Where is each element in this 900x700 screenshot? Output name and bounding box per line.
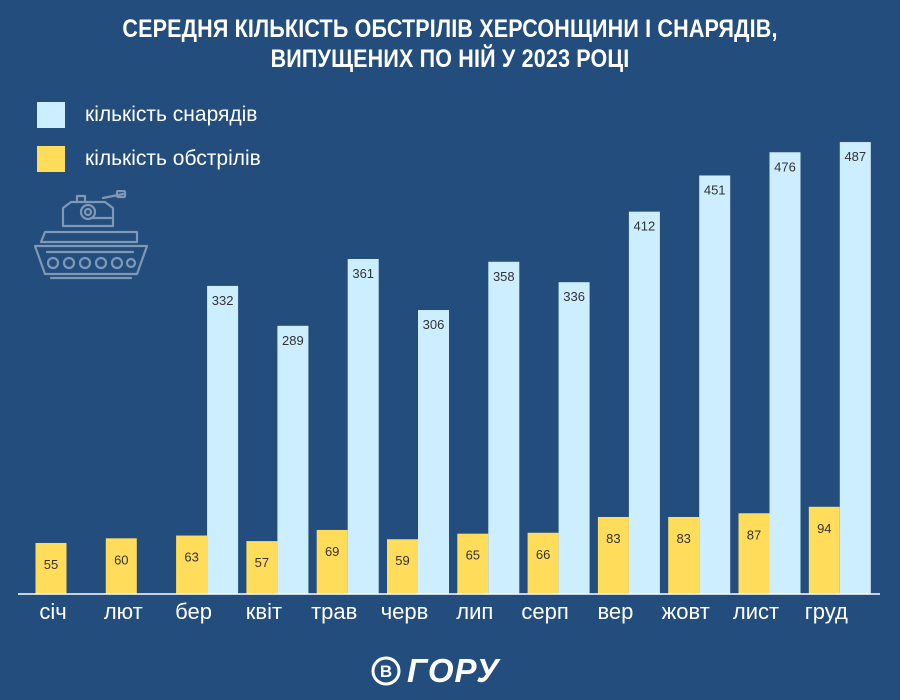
legend-item-attacks: кількість обстрілів xyxy=(37,146,261,172)
logo-text: ГОРУ xyxy=(407,652,500,689)
bar-attacks-лют xyxy=(105,538,137,594)
data-label-shells-жовт: 451 xyxy=(704,182,726,197)
bar-shells-вер xyxy=(628,211,660,594)
legend-swatch-attacks xyxy=(37,146,65,172)
x-tick-label-квіт: квіт xyxy=(246,599,282,624)
bar-attacks-вер xyxy=(597,516,629,594)
data-label-attacks-черв: 59 xyxy=(395,553,409,568)
x-tick-label-вер: вер xyxy=(597,599,633,624)
bar-shells-серп xyxy=(558,282,590,594)
data-label-attacks-серп: 66 xyxy=(536,547,550,562)
bar-shells-квіт xyxy=(277,325,309,594)
data-label-shells-трав: 361 xyxy=(352,266,374,281)
bar-shells-черв xyxy=(418,310,449,594)
data-label-shells-лип: 358 xyxy=(493,269,515,284)
bar-shells-жовт xyxy=(699,175,731,595)
tank-icon xyxy=(33,189,149,295)
bar-attacks-січ xyxy=(35,542,67,594)
x-tick-label-трав: трав xyxy=(311,599,357,624)
data-label-attacks-лип: 65 xyxy=(466,548,480,563)
x-tick-label-черв: черв xyxy=(381,599,429,624)
x-tick-label-січ: січ xyxy=(39,599,66,624)
chart-title: СЕРЕДНЯ КІЛЬКІСТЬ ОБСТРІЛІВ ХЕРСОНЩИНИ І… xyxy=(63,14,837,74)
data-label-attacks-трав: 69 xyxy=(325,544,339,559)
x-tick-label-груд: груд xyxy=(805,599,848,624)
chart-title-line-2: ВИПУЩЕНИХ ПО НІЙ У 2023 РОЦІ xyxy=(270,45,630,73)
logo-mark: В xyxy=(371,656,401,686)
x-tick-label-лист: лист xyxy=(733,599,779,624)
x-tick-label-жовт: жовт xyxy=(662,599,710,624)
bar-attacks-лист xyxy=(738,513,770,594)
x-tick-label-лип: лип xyxy=(456,599,493,624)
x-tick-label-серп: серп xyxy=(521,599,568,624)
data-label-attacks-груд: 94 xyxy=(817,521,831,536)
data-label-attacks-січ: 55 xyxy=(44,557,58,572)
data-label-shells-груд: 487 xyxy=(844,149,866,164)
bar-attacks-бер xyxy=(176,535,208,594)
data-label-shells-черв: 306 xyxy=(423,317,445,332)
data-label-attacks-жовт: 83 xyxy=(676,531,690,546)
legend-swatch-shells xyxy=(37,102,65,128)
data-label-attacks-лист: 87 xyxy=(747,527,761,542)
legend-label-attacks: кількість обстрілів xyxy=(85,147,261,170)
logo-mark-letter: В xyxy=(380,662,392,681)
x-tick-label-бер: бер xyxy=(175,599,212,624)
bar-shells-бер xyxy=(207,285,239,594)
data-label-attacks-бер: 63 xyxy=(184,550,198,565)
data-label-attacks-вер: 83 xyxy=(606,531,620,546)
bar-attacks-жовт xyxy=(668,516,700,594)
data-label-attacks-лют: 60 xyxy=(114,552,128,567)
x-tick-label-лют: лют xyxy=(104,599,143,624)
data-label-attacks-квіт: 57 xyxy=(255,555,269,570)
data-label-shells-лист: 476 xyxy=(774,159,796,174)
bar-shells-трав xyxy=(347,258,379,594)
bar-shells-лист xyxy=(769,152,801,594)
data-label-shells-бер: 332 xyxy=(212,293,234,308)
bar-attacks-черв xyxy=(387,539,418,594)
bar-shells-груд xyxy=(839,142,871,594)
vgoru-logo: В ГОРУ xyxy=(371,653,500,689)
bar-attacks-лип xyxy=(457,533,489,594)
bar-attacks-груд xyxy=(808,506,840,594)
bar-attacks-трав xyxy=(316,529,348,594)
bar-attacks-серп xyxy=(527,532,559,594)
bar-attacks-квіт xyxy=(246,541,278,594)
bar-shells-лип xyxy=(488,261,520,594)
data-label-shells-квіт: 289 xyxy=(282,333,304,348)
data-label-shells-серп: 336 xyxy=(563,289,585,304)
legend-label-shells: кількість снарядів xyxy=(85,103,258,126)
chart-title-line-1: СЕРЕДНЯ КІЛЬКІСТЬ ОБСТРІЛІВ ХЕРСОНЩИНИ І… xyxy=(122,15,778,43)
data-label-shells-вер: 412 xyxy=(634,219,656,234)
legend-item-shells: кількість снарядів xyxy=(37,102,257,128)
